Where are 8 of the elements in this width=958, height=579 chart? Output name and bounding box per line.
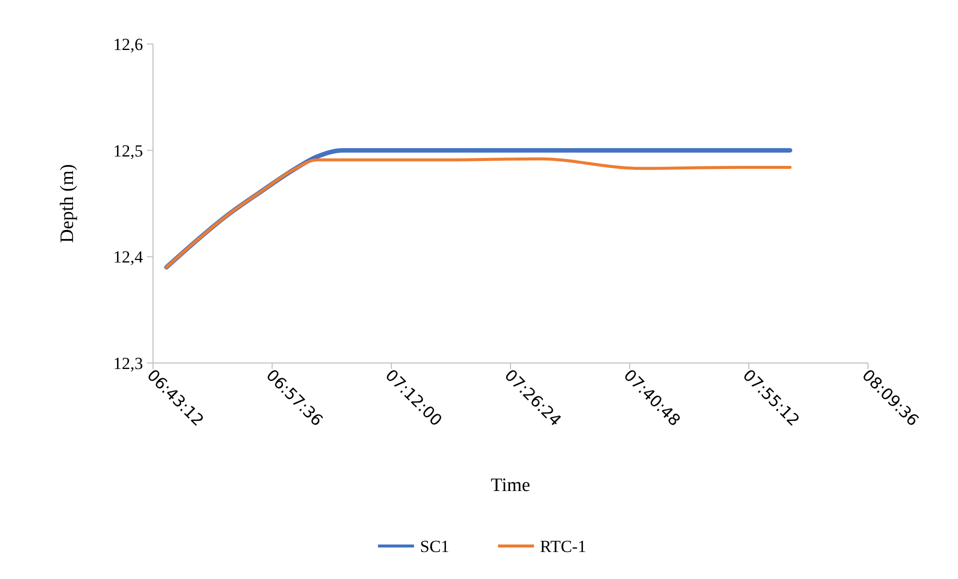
legend-label: RTC-1 xyxy=(540,536,586,556)
x-axis-title: Time xyxy=(490,475,530,496)
y-tick-label: 12,6 xyxy=(113,34,143,54)
legend-label: SC1 xyxy=(420,536,450,556)
y-tick-label: 12,3 xyxy=(113,354,143,373)
y-tick-label: 12,5 xyxy=(113,141,143,160)
y-tick-label: 12,4 xyxy=(113,248,144,267)
y-axis-title: Depth (m) xyxy=(57,164,78,243)
